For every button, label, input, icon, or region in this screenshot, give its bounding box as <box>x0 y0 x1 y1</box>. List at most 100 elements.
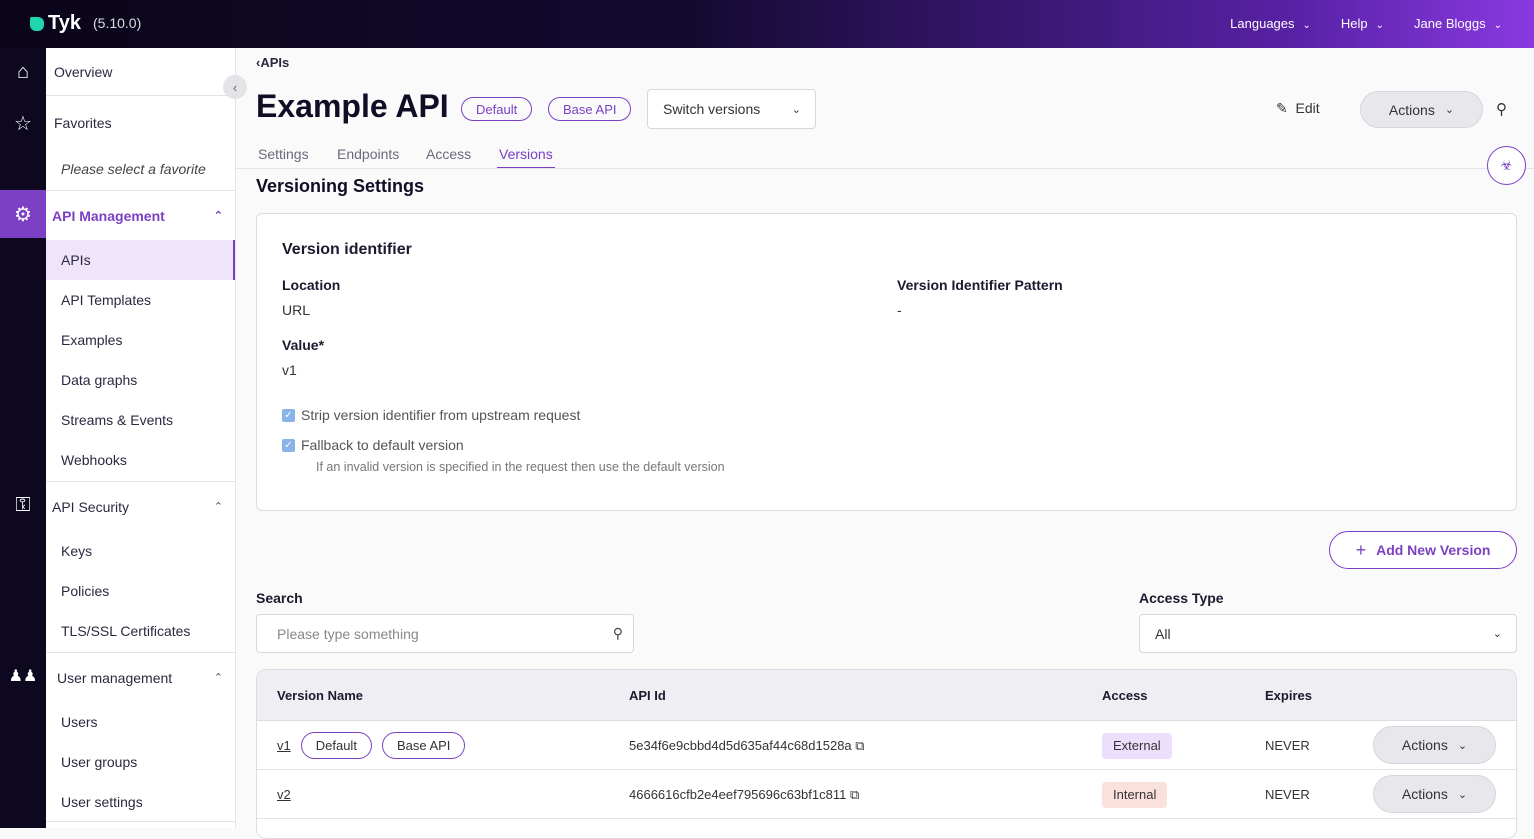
section-label: API Management <box>52 207 165 224</box>
switch-versions-label: Switch versions <box>663 101 761 117</box>
user-name: Jane Bloggs <box>1414 16 1486 31</box>
card-title: Version identifier <box>282 241 412 258</box>
sidebar-item-apis[interactable]: APIs <box>46 240 235 280</box>
item-label: Users <box>61 714 98 730</box>
fallback-hint: If an invalid version is specified in th… <box>316 460 725 474</box>
chevron-up-icon: ⌃ <box>213 501 223 513</box>
app-version: (5.10.0) <box>93 15 142 31</box>
tab-endpoints[interactable]: Endpoints <box>337 146 400 162</box>
table-row: v1 Default Base API 5e34f6e9cbbd4d5d635a… <box>257 721 1516 770</box>
table-header: Version Name API Id Access Expires <box>257 670 1516 721</box>
tab-access[interactable]: Access <box>426 146 472 162</box>
sidebar-item-api-templates[interactable]: API Templates <box>46 280 235 320</box>
sidebar-item-webhooks[interactable]: Webhooks <box>46 440 235 480</box>
sidebar-item-user-groups[interactable]: User groups <box>46 742 235 782</box>
sidebar-item-user-settings[interactable]: User settings <box>46 782 235 822</box>
actions-label: Actions <box>1401 737 1448 753</box>
chevron-down-icon: ⌄ <box>791 103 801 116</box>
copy-icon[interactable]: ⧉ <box>849 786 860 802</box>
plus-icon: + <box>1355 539 1367 560</box>
api-id: 4666616cfb2e4eef795696c63bf1c811 <box>629 787 847 802</box>
key-icon[interactable]: ⚿ <box>15 493 31 516</box>
sidebar-section-api-management[interactable]: API Management ⌃ <box>46 190 235 240</box>
header-api-id: API Id <box>629 688 666 703</box>
header-expires: Expires <box>1265 688 1312 703</box>
sidebar-section-api-security[interactable]: API Security ⌃ <box>46 481 235 531</box>
sidebar-item-users[interactable]: Users <box>46 702 235 742</box>
access-type-value: All <box>1155 625 1171 642</box>
section-title: Versioning Settings <box>256 176 425 196</box>
collapse-sidebar-button[interactable]: ‹ <box>223 75 247 99</box>
version-identifier-card: Version identifier Location URL Version … <box>256 213 1517 511</box>
breadcrumb[interactable]: ‹APIs <box>256 55 290 70</box>
tyk-logo[interactable]: Tyk <box>30 12 81 35</box>
star-icon[interactable]: ☆ <box>14 112 32 135</box>
actions-button[interactable]: Actions ⌄ <box>1360 91 1483 128</box>
sidebar-item-streams-events[interactable]: Streams & Events <box>46 400 235 440</box>
fallback-label: Fallback to default version <box>301 437 464 453</box>
default-tag: Default <box>300 732 372 759</box>
version-link[interactable]: v1 <box>277 738 291 753</box>
fallback-default-checkbox[interactable]: ✓ Fallback to default version <box>282 437 464 453</box>
sidebar-favorites[interactable]: Favorites <box>46 99 235 147</box>
users-icon[interactable]: ♟♟ <box>8 668 38 685</box>
item-label: API Templates <box>61 292 152 308</box>
copy-icon[interactable]: ⧉ <box>855 737 865 753</box>
bug-report-icon[interactable]: ☣ <box>1487 146 1526 185</box>
edit-label: Edit <box>1295 100 1320 116</box>
logo-text: Tyk <box>48 12 81 34</box>
header-access: Access <box>1102 688 1148 703</box>
item-label: Examples <box>61 332 123 348</box>
search-label: Search <box>256 590 303 606</box>
languages-menu[interactable]: Languages ⌄ <box>1230 16 1311 31</box>
checkbox-checked-icon: ✓ <box>282 438 295 452</box>
edit-button[interactable]: ✎ Edit <box>1276 100 1320 117</box>
item-label: APIs <box>61 252 91 268</box>
chevron-down-icon: ⌄ <box>1302 20 1311 31</box>
overview-label: Overview <box>54 63 113 80</box>
row-actions-button[interactable]: Actions ⌄ <box>1373 775 1496 813</box>
access-badge: Internal <box>1102 781 1168 808</box>
add-version-label: Add New Version <box>1376 542 1491 558</box>
strip-version-checkbox[interactable]: ✓ Strip version identifier from upstream … <box>282 407 580 423</box>
version-link[interactable]: v2 <box>277 787 291 802</box>
favorites-empty-text: Please select a favorite <box>61 160 206 177</box>
checkbox-checked-icon: ✓ <box>282 408 295 422</box>
item-label: Keys <box>61 543 93 559</box>
item-label: TLS/SSL Certificates <box>61 623 191 639</box>
pattern-label: Version Identifier Pattern <box>897 277 1063 293</box>
value-value: v1 <box>282 362 297 378</box>
actions-label: Actions <box>1401 786 1448 802</box>
access-badge: External <box>1102 732 1172 759</box>
access-type-label: Access Type <box>1139 590 1224 606</box>
expires: NEVER <box>1265 738 1310 753</box>
chevron-down-icon: ⌄ <box>1457 788 1468 801</box>
user-menu[interactable]: Jane Bloggs ⌄ <box>1414 16 1502 31</box>
chevron-up-icon: ⌃ <box>213 672 223 684</box>
search-input[interactable]: Please type something ⚲ <box>256 614 634 653</box>
switch-versions-dropdown[interactable]: Switch versions ⌄ <box>647 89 816 129</box>
languages-label: Languages <box>1230 16 1295 31</box>
home-icon[interactable]: ⌂ <box>16 60 30 83</box>
search-icon[interactable]: ⚲ <box>1496 101 1507 118</box>
row-actions-button[interactable]: Actions ⌄ <box>1373 726 1496 764</box>
item-label: Data graphs <box>61 372 138 388</box>
sidebar-item-keys[interactable]: Keys <box>46 531 235 571</box>
sidebar-item-examples[interactable]: Examples <box>46 320 235 360</box>
api-management-gear-icon[interactable]: ⚙ <box>0 190 46 238</box>
pattern-value: - <box>897 302 902 318</box>
sidebar-section-user-management[interactable]: User management ⌃ <box>46 652 235 702</box>
sidebar-item-data-graphs[interactable]: Data graphs <box>46 360 235 400</box>
help-menu[interactable]: Help ⌄ <box>1341 16 1384 31</box>
tab-versions[interactable]: Versions <box>497 146 555 168</box>
item-label: User settings <box>61 793 143 810</box>
sidebar-item-overview[interactable]: Overview <box>46 48 235 96</box>
access-type-select[interactable]: All ⌄ <box>1139 614 1517 653</box>
help-label: Help <box>1340 16 1368 31</box>
item-label: User groups <box>61 754 138 770</box>
chevron-up-icon: ⌃ <box>213 210 223 222</box>
sidebar-item-policies[interactable]: Policies <box>46 571 235 611</box>
tab-settings[interactable]: Settings <box>258 146 309 162</box>
add-new-version-button[interactable]: + Add New Version <box>1329 531 1517 569</box>
sidebar-item-tls-certificates[interactable]: TLS/SSL Certificates <box>46 611 235 651</box>
